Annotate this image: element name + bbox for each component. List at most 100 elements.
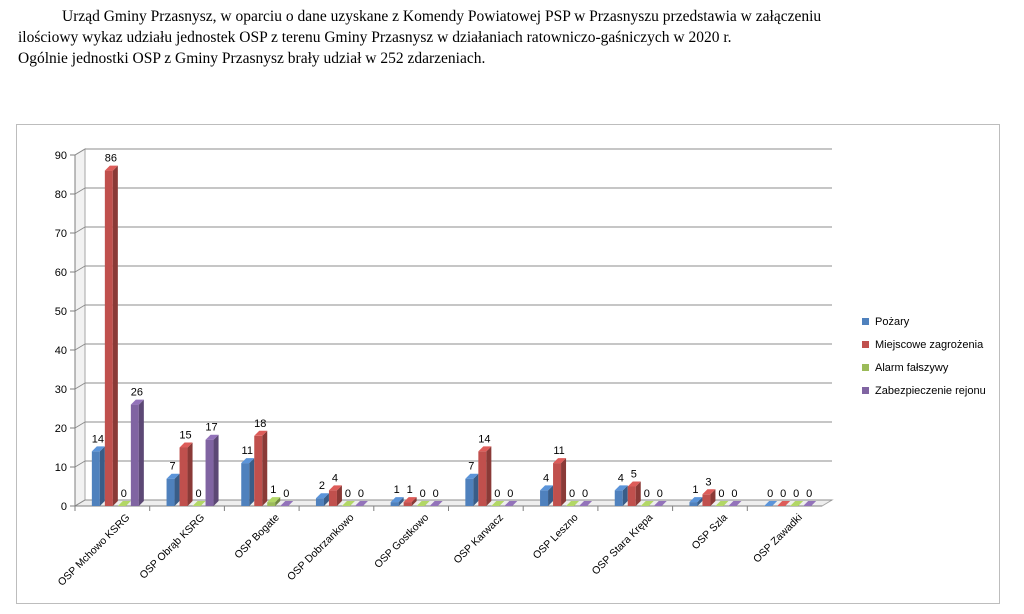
legend-swatch [862,387,869,394]
bar-top [728,501,742,506]
bar-side [213,434,219,506]
bar-top [403,497,417,503]
bar-top [315,493,329,499]
bar-top [429,501,443,506]
data-label: 86 [105,153,117,165]
bar-top [328,485,342,491]
bar-side [473,473,479,506]
bar-side [187,442,193,506]
bar-top [341,501,355,506]
bar-top [267,497,281,503]
bar-top [790,501,804,506]
data-label: 1 [692,484,698,496]
bar-side [262,430,268,506]
bar-top [777,501,791,506]
data-label: 4 [618,472,624,484]
y-tick-label: 20 [55,423,67,435]
category-label: OSP Dobrzankowo [285,512,357,584]
bar-side [138,399,144,506]
category-label: OSP Obrąb KSRG [137,512,207,582]
bar [241,463,250,506]
bar-top [689,497,703,503]
bar-top [540,485,554,491]
bar [478,451,487,506]
bar-top [478,446,492,452]
intro-line-2: ilościowy wykaz udziału jednostek OSP z … [18,29,732,46]
gridline-side [74,304,86,312]
data-label: 11 [553,445,564,457]
y-tick-label: 40 [55,345,67,357]
bar-top [130,399,144,405]
data-label: 0 [420,488,426,500]
intro-text: Urząd Gminy Przasnysz, w oparciu o dane … [18,6,1008,69]
bar-top [280,501,294,506]
bar [702,494,711,506]
category-label: OSP Bogate [232,512,282,562]
y-tick-label: 0 [61,501,67,513]
data-label: 0 [718,488,724,500]
bar [205,439,214,506]
bar-side [174,473,180,506]
y-tick-label: 50 [55,306,67,318]
data-label: 0 [731,488,737,500]
bar [104,170,113,506]
bar-top [354,501,368,506]
y-tick-label: 90 [55,150,67,162]
bar [267,502,276,506]
bar [390,502,399,506]
bar-top [803,501,817,506]
bar-top [764,501,778,506]
category-label: OSP Karwacz [451,512,506,567]
data-label: 0 [345,488,351,500]
data-label: 14 [92,433,104,445]
data-label: 0 [283,488,289,500]
data-label: 0 [569,488,575,500]
bar [91,451,100,506]
bar-top [614,485,628,491]
y-tick-label: 60 [55,267,67,279]
bar-side [548,485,554,506]
bar [553,463,562,506]
bar-side [99,446,105,506]
bar [328,490,337,506]
bar-side [411,497,417,506]
data-label: 0 [121,488,127,500]
legend-swatch [862,318,869,325]
intro-line-3: Ogólnie jednostki OSP z Gminy Przasnysz … [18,50,486,67]
bar [179,447,188,506]
data-label: 7 [169,461,175,473]
bar-top [254,430,268,436]
legend-label: Zabezpieczenie rejonu [875,385,986,397]
bar-top [702,489,716,495]
data-label: 0 [644,488,650,500]
data-label: 0 [358,488,364,500]
data-label: 1 [407,484,413,496]
bar [254,435,263,506]
bar-top [640,501,654,506]
data-label: 11 [242,445,253,457]
category-label: OSP Leszno [531,512,581,562]
data-label: 0 [780,488,786,500]
bar-side [561,458,567,506]
legend-label: Pożary [875,316,910,328]
gridline-side [74,343,86,351]
bar-top [416,501,430,506]
bar-side [323,493,329,506]
bar [540,490,549,506]
category-label: OSP Szla [690,512,731,553]
bar-side [275,497,281,506]
intro-line-1: Urząd Gminy Przasnysz, w oparciu o dane … [62,8,822,25]
data-label: 15 [179,430,191,442]
data-label: 4 [332,472,338,484]
gridline-side [74,460,86,468]
category-label: OSP Mchowo KSRG [56,512,133,589]
data-label: 18 [254,418,266,430]
gridline-side [74,148,86,156]
legend-label: Alarm fałszywy [875,362,949,374]
data-label: 0 [195,488,201,500]
data-label: 17 [205,422,217,434]
bar-top [627,481,641,487]
bar-top [117,501,131,506]
data-label: 0 [494,488,500,500]
